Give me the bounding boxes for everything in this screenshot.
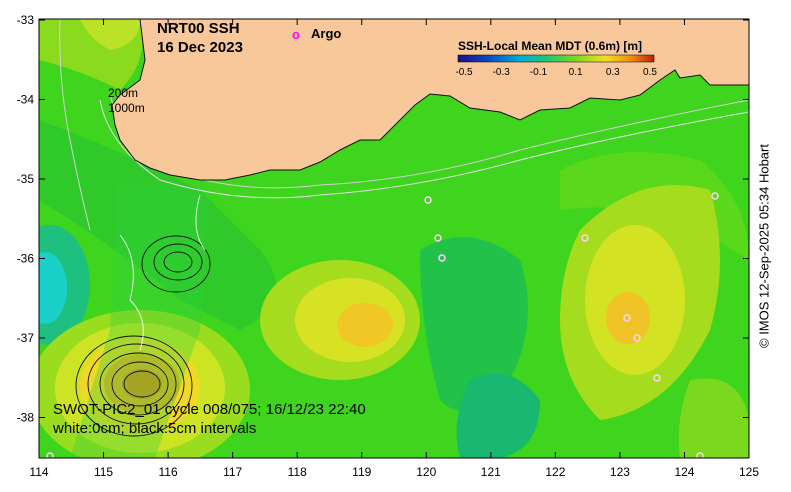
lon-tick-label: 118 (288, 465, 307, 479)
colorbar-tick-label: -0.3 (493, 67, 511, 78)
longitude-axis: 114 115 116 117 118 119 120 121 122 123 124 125 (29, 19, 759, 479)
lat-tick-label: -38 (17, 411, 35, 425)
sea-field-patch (678, 378, 749, 458)
isobath-label-200m: 200m (108, 86, 138, 100)
isobath-west (59, 19, 91, 231)
argo-float (424, 196, 432, 204)
lon-tick-label: 121 (481, 465, 501, 479)
map-plot-area (39, 19, 749, 458)
lon-tick-label: 123 (610, 465, 630, 479)
argo-float (711, 192, 719, 200)
sea-field-patch (80, 19, 140, 50)
sea-field-patch (420, 237, 528, 412)
argo-float (653, 374, 661, 382)
latitude-axis: -33 -34 -35 -36 -37 -38 (17, 13, 749, 425)
argo-float (633, 334, 641, 342)
plot-frame (38, 18, 750, 459)
colorbar-title: SSH-Local Mean MDT (0.6m) [m] (458, 39, 642, 53)
lon-tick-label: 114 (29, 465, 48, 479)
argo-float (623, 314, 631, 322)
lon-tick-label: 120 (416, 465, 436, 479)
argo-float (581, 234, 589, 242)
credit-text: © IMOS 12-Sep-2025 05:34 Hobart (756, 144, 772, 348)
lat-tick-label: -35 (17, 172, 35, 186)
colorbar-tick-label: -0.5 (455, 67, 473, 78)
map-title: NRT00 SSH (157, 20, 240, 37)
lon-tick-label: 116 (159, 465, 178, 479)
swot-pass-label: SWOT-PIC2_01 cycle 008/075; 16/12/23 22:… (53, 401, 366, 418)
sea-field-patch (122, 369, 162, 399)
colorbar-tick-label: 0.3 (606, 67, 620, 78)
isobath-1000m (99, 99, 749, 199)
argo-float (696, 452, 704, 458)
colorbar-ticks: -0.5 -0.3 -0.1 0.1 0.3 0.5 (455, 67, 657, 78)
swot-white-contours (119, 194, 206, 351)
isobath-label-1000m: 1000m (108, 101, 145, 115)
colorbar-tick-label: 0.5 (643, 67, 657, 78)
lat-tick-label: -34 (17, 93, 35, 107)
lon-tick-label: 124 (674, 465, 694, 479)
argo-float (46, 452, 54, 458)
colorbar-tick-label: -0.1 (530, 67, 548, 78)
swot-black-contours (75, 235, 211, 437)
argo-float (434, 234, 442, 242)
colorbar-tick-label: 0.1 (569, 67, 583, 78)
lon-tick-label: 125 (739, 465, 759, 479)
swot-contour-label: white:0cm; black:5cm intervals (52, 420, 256, 437)
lon-tick-label: 119 (352, 465, 371, 479)
sea-field-patch (39, 252, 67, 324)
sea-field-patch (606, 292, 650, 344)
lat-tick-label: -37 (17, 331, 35, 345)
lat-tick-label: -33 (17, 13, 35, 27)
colorbar (457, 54, 655, 63)
lon-tick-label: 117 (223, 465, 242, 479)
lon-tick-label: 115 (94, 465, 113, 479)
argo-legend-icon: o (292, 27, 300, 42)
map-date: 16 Dec 2023 (157, 39, 243, 56)
lat-tick-label: -36 (17, 252, 35, 266)
argo-floats (46, 192, 719, 458)
lon-tick-label: 122 (545, 465, 565, 479)
sea-field-patch (456, 373, 540, 458)
sea-field-patch (39, 120, 276, 330)
argo-legend-label: Argo (311, 26, 341, 41)
argo-float (438, 254, 446, 262)
sea-field-patch (337, 303, 393, 347)
